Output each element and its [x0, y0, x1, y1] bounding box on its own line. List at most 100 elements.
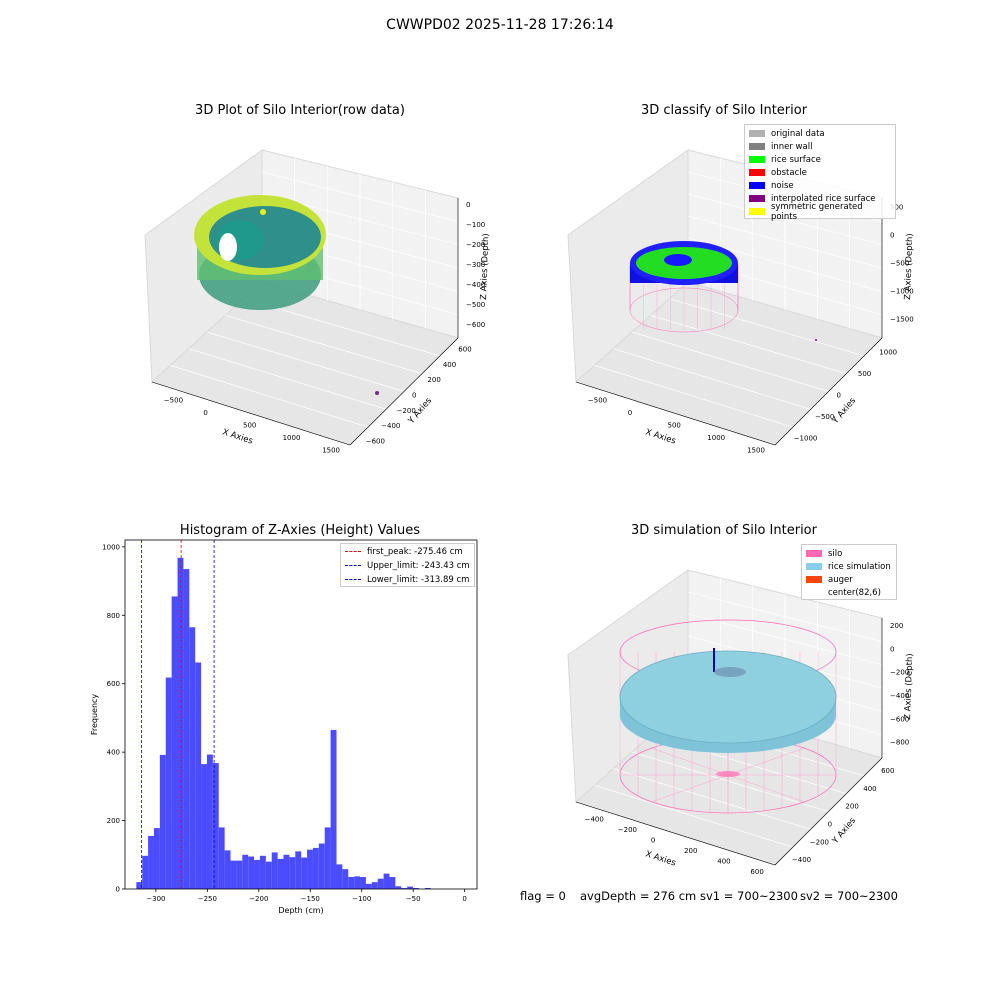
x-tick-label: −400	[585, 815, 604, 823]
y-axis-label: Y Axies	[830, 816, 858, 847]
classify-legend-entry: noise	[749, 179, 891, 192]
histogram-bar	[401, 887, 408, 889]
z-tick-label: 200	[890, 622, 903, 630]
histogram-bar	[354, 876, 361, 889]
legend-label: noise	[771, 180, 794, 191]
simulation-legend-entry: rice simulation	[806, 560, 892, 573]
histogram-bar	[348, 877, 355, 889]
legend-label: Upper_limit: -243.43 cm	[367, 560, 470, 571]
x-tick-label: 200	[684, 847, 697, 855]
histogram-bar	[218, 827, 225, 889]
cloud-gap	[219, 233, 237, 261]
classify-legend-entry: inner wall	[749, 140, 891, 153]
grid-line	[687, 591, 883, 642]
x-axis-label: X Axies	[221, 427, 254, 446]
x-axis-line	[151, 381, 351, 446]
histogram-bar	[271, 852, 278, 889]
figure-title: CWWPD02 2025-11-28 17:26:14	[386, 17, 614, 33]
classify-legend-entry: obstacle	[749, 166, 891, 179]
legend-label: auger	[828, 574, 853, 585]
z-axis-label: Z Axies (Depth)	[903, 233, 915, 300]
histogram-legend-entry: first_peak: -275.46 cm	[345, 545, 470, 558]
histogram-bar	[165, 677, 172, 889]
y-tick-label: −500	[815, 413, 834, 421]
histogram-bar	[295, 851, 302, 889]
histogram-bar	[259, 855, 266, 889]
grid-line	[188, 348, 387, 410]
legend-swatch	[806, 576, 822, 583]
classify-point-cloud	[629, 241, 817, 341]
histogram-bar	[201, 764, 207, 889]
z-tick-label: −300	[466, 261, 485, 269]
z-axis-label: Z Axies (Depth)	[479, 233, 491, 300]
legend-swatch	[806, 550, 822, 557]
y-tick-label: 0	[828, 820, 832, 828]
z-tick-label: −500	[466, 301, 485, 309]
classify-legend: original data inner wall rice surface obsta…	[744, 124, 896, 222]
simulation-legend-entry: center(82,6)	[806, 586, 892, 599]
y-tick-label: 600	[881, 767, 894, 775]
x-tick-label: 500	[243, 422, 256, 430]
y-tick-label: −400	[381, 422, 400, 430]
grid-line	[631, 751, 829, 812]
histogram-bar	[324, 827, 331, 889]
legend-label: silo	[828, 548, 843, 559]
z-tick-label: −600	[890, 715, 909, 723]
y-tick-label: 600	[458, 346, 471, 354]
histogram-bar	[424, 887, 431, 889]
x-tick-label: 0	[651, 836, 655, 844]
histogram-bar	[148, 835, 154, 889]
histogram-bar	[195, 662, 202, 889]
y-tick-label: 400	[443, 361, 456, 369]
histogram-legend-entry: Upper_limit: -243.43 cm	[345, 559, 470, 572]
legend-swatch	[749, 143, 765, 150]
y-tick-label: −1000	[794, 434, 818, 442]
simulation-plot-title: 3D simulation of Silo Interior	[631, 523, 817, 538]
histogram-bar	[254, 859, 260, 889]
histogram-bar	[136, 882, 143, 889]
histogram-bar	[289, 857, 296, 889]
z-tick-label: 0	[890, 645, 894, 653]
grid-line	[669, 298, 865, 357]
flag-text: flag = 0	[520, 889, 566, 903]
y-tick-label: 200	[107, 817, 120, 825]
legend-swatch	[806, 589, 822, 596]
histogram-bar	[330, 729, 337, 889]
histogram-bar	[212, 763, 219, 889]
x-tick-label: 600	[750, 868, 763, 876]
y-tick-label: −200	[810, 838, 829, 846]
classify-legend-entry: interpolated rice surface	[749, 192, 891, 205]
y-tick-label: −200	[397, 407, 416, 415]
rice-surface	[619, 650, 837, 744]
cloud-highlight	[260, 209, 266, 215]
legend-label: symmetric generated points	[770, 201, 863, 222]
simulation-legend-entry: auger	[806, 573, 892, 586]
legend-label: rice surface	[771, 154, 821, 165]
silo-spoke	[727, 747, 805, 776]
grid-line	[613, 348, 811, 410]
grid-line	[170, 364, 369, 428]
y-axis-line	[774, 337, 883, 446]
histogram-bar	[183, 569, 190, 889]
legend-label: obstacle	[771, 167, 807, 178]
legend-label: rice simulation	[828, 561, 891, 572]
histogram-bar	[230, 860, 237, 889]
silo-spoke	[651, 774, 729, 803]
legend-label: center(82,6)	[828, 587, 881, 598]
y-tick-label: 1000	[879, 349, 897, 357]
grid-line	[631, 331, 829, 392]
x-tick-label: 0	[628, 409, 632, 417]
histogram-bar	[395, 886, 402, 889]
x-axis-label: X Axies	[644, 427, 677, 446]
y-axis-line	[774, 757, 883, 866]
z-tick-label: −800	[890, 739, 909, 747]
classify-legend-entry: symmetric generated points	[749, 202, 891, 222]
z-tick-label: −1500	[890, 315, 914, 323]
histogram-bar	[277, 858, 284, 889]
x-tick-label: 1000	[707, 434, 725, 442]
histogram-bar	[224, 850, 231, 889]
histogram-legend-entry: Lower_limit: -313.89 cm	[345, 573, 470, 586]
x-tick-label: −50	[406, 895, 421, 903]
z-axis-label: Z Axies (Depth)	[903, 653, 915, 720]
